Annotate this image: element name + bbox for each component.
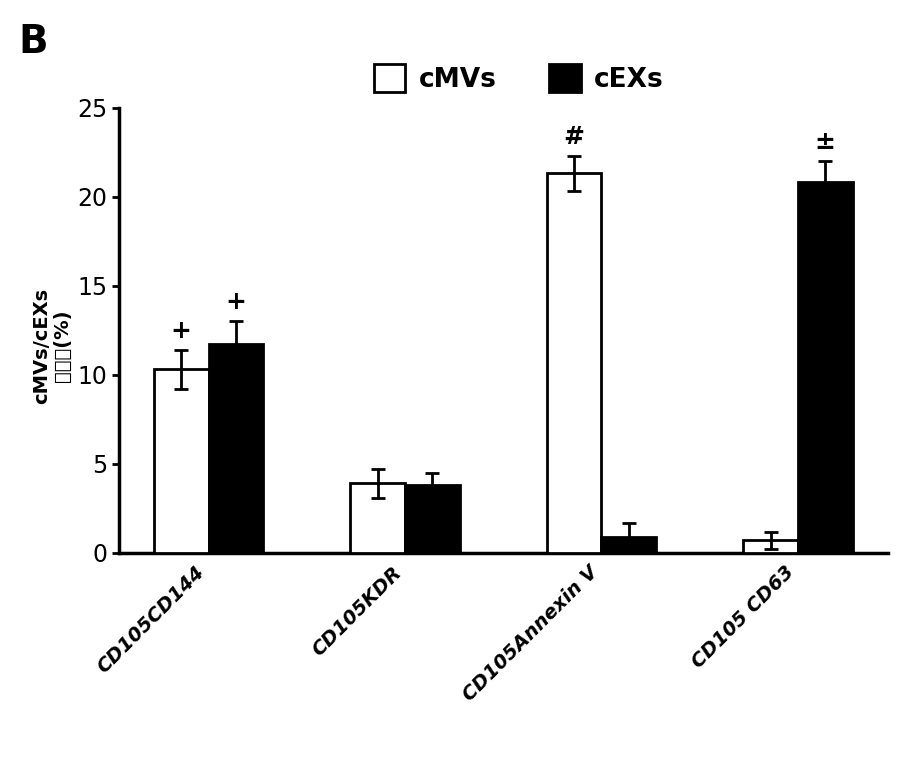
Bar: [405, 485, 459, 553]
Text: +: +: [171, 319, 191, 343]
Text: 的比例(%): 的比例(%): [53, 310, 71, 382]
Text: +: +: [225, 290, 246, 314]
Bar: [743, 541, 798, 553]
Bar: [154, 369, 209, 553]
Bar: [798, 182, 853, 553]
Text: B: B: [18, 23, 48, 61]
Bar: [547, 174, 601, 553]
Text: ±: ±: [815, 130, 835, 154]
Bar: [209, 345, 264, 553]
Legend: cMVs, cEXs: cMVs, cEXs: [363, 54, 674, 104]
Bar: [601, 537, 656, 553]
Bar: [350, 484, 405, 553]
Text: cMVs/cEXs: cMVs/cEXs: [32, 287, 50, 404]
Text: #: #: [564, 124, 585, 148]
